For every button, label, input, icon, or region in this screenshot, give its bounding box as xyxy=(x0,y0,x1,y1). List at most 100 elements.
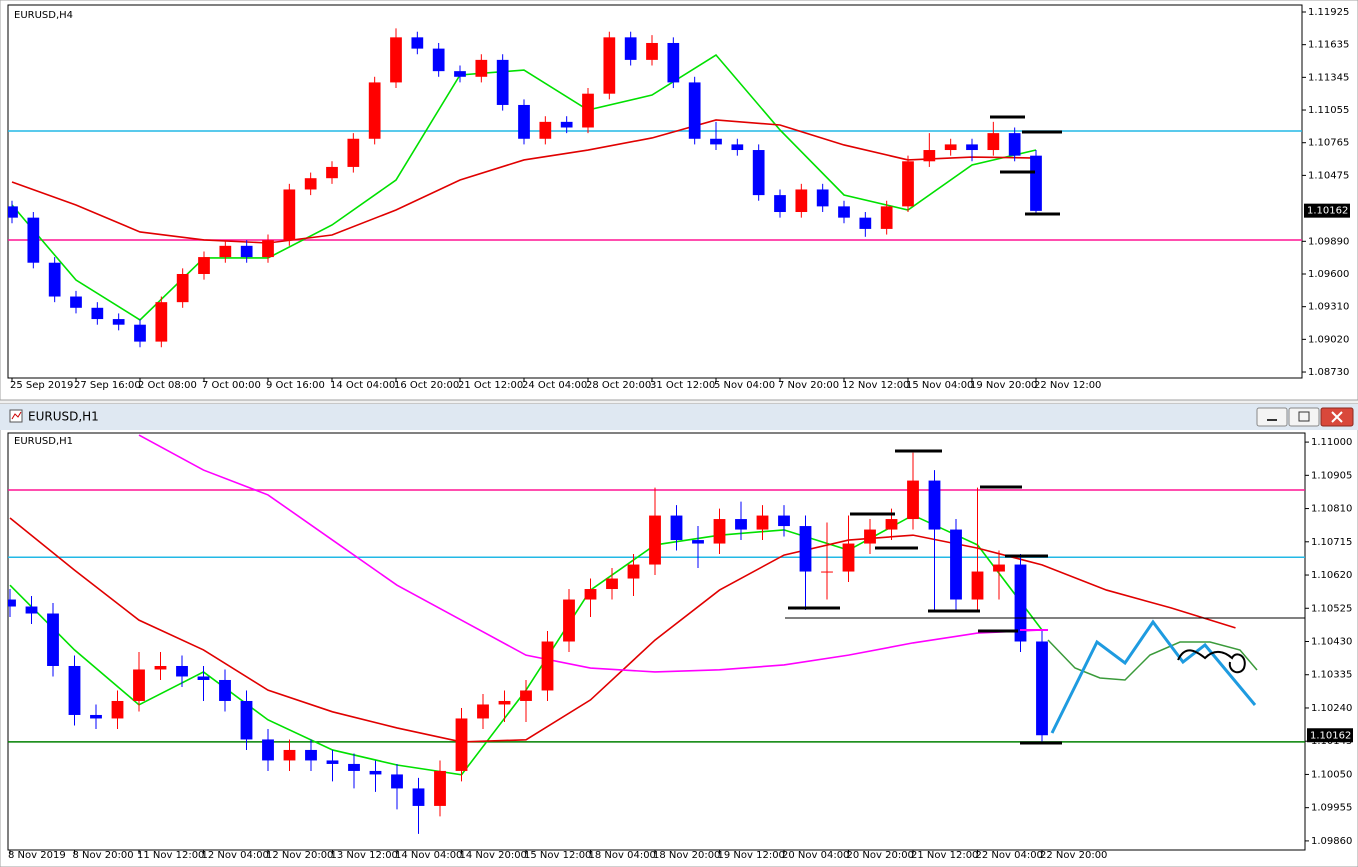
candle-body xyxy=(154,665,167,670)
candle-body xyxy=(47,613,59,666)
title-bar xyxy=(0,404,1358,430)
y-tick-label: 1.10905 xyxy=(1311,470,1352,481)
y-tick-label: 1.10620 xyxy=(1311,570,1352,581)
minimize-button[interactable] xyxy=(1256,407,1288,427)
maximize-icon xyxy=(1298,411,1310,422)
candle-body xyxy=(262,739,274,761)
x-tick-label: 20 Nov 20:00 xyxy=(847,850,914,861)
candle-body xyxy=(8,206,18,218)
candle-body xyxy=(541,641,554,691)
x-tick-label: 14 Nov 20:00 xyxy=(460,850,527,861)
price-box xyxy=(1304,203,1350,218)
top-plot xyxy=(7,4,1303,379)
candle-body xyxy=(713,519,726,544)
y-tick-label: 1.09020 xyxy=(1308,334,1349,345)
x-tick-label: 14 Oct 04:00 xyxy=(330,380,395,391)
candle-body xyxy=(667,42,680,83)
x-tick-label: 14 Nov 04:00 xyxy=(395,850,462,861)
y-tick-label: 1.10050 xyxy=(1311,769,1352,780)
y-tick-label: 1.10430 xyxy=(1311,637,1352,648)
y-tick-label: 1.09860 xyxy=(1311,836,1352,847)
candle-body xyxy=(197,676,210,680)
x-tick-label: 8 Nov 2019 xyxy=(8,850,66,861)
candle-body xyxy=(432,48,445,72)
y-tick-label: 1.11635 xyxy=(1308,40,1349,51)
y-tick-label: 1.09890 xyxy=(1308,236,1349,247)
x-tick-label: 19 Nov 20:00 xyxy=(970,380,1037,391)
candle-body xyxy=(902,161,914,207)
bottom-plot xyxy=(7,432,1306,851)
x-tick-label: 19 Nov 12:00 xyxy=(718,850,785,861)
y-tick-label: 1.11055 xyxy=(1308,105,1349,116)
candle-body xyxy=(412,788,425,806)
candle-body xyxy=(219,245,232,258)
candle-body xyxy=(133,669,145,701)
candle-body xyxy=(731,144,744,151)
x-tick-label: 18 Nov 20:00 xyxy=(653,850,720,861)
candle-body xyxy=(8,599,16,607)
x-tick-label: 9 Oct 16:00 xyxy=(266,380,325,391)
candle-body xyxy=(347,138,360,167)
candle-body xyxy=(756,515,769,530)
candle-body xyxy=(90,714,102,719)
candle-body xyxy=(944,144,957,151)
candle-body xyxy=(987,133,1000,151)
x-tick-label: 11 Nov 12:00 xyxy=(137,850,204,861)
candle-body xyxy=(880,206,893,229)
candle-body xyxy=(477,704,489,719)
price-label: 1.10162 xyxy=(1310,730,1351,741)
candle-body xyxy=(498,700,511,705)
candle-body xyxy=(539,121,552,139)
candle-body xyxy=(475,59,488,77)
candle-body xyxy=(563,599,575,642)
candle-body xyxy=(710,138,722,145)
x-tick-label: 22 Nov 20:00 xyxy=(1040,850,1107,861)
y-tick-label: 1.09310 xyxy=(1308,302,1349,313)
x-tick-label: 12 Nov 20:00 xyxy=(266,850,333,861)
x-tick-label: 13 Nov 12:00 xyxy=(331,850,398,861)
candle-body xyxy=(816,189,829,207)
window-icon xyxy=(9,409,23,423)
x-tick-label: 18 Nov 04:00 xyxy=(589,850,656,861)
candle-body xyxy=(838,206,850,218)
candle-body xyxy=(434,770,446,806)
candle-body xyxy=(1036,641,1048,736)
candle-body xyxy=(27,217,40,263)
candle-body xyxy=(91,307,104,320)
candle-body xyxy=(369,770,382,775)
candle-body xyxy=(624,37,637,60)
candle-body xyxy=(111,700,124,719)
candle-body xyxy=(752,150,765,196)
candle-body xyxy=(262,240,274,258)
window-icon-line xyxy=(11,411,22,420)
candle-body xyxy=(774,195,786,213)
forecast-zigzag xyxy=(1050,619,1257,734)
x-tick-label: 12 Nov 04:00 xyxy=(202,850,269,861)
x-tick-label: 5 Nov 04:00 xyxy=(714,380,775,391)
candle-body xyxy=(219,679,231,701)
candle-body xyxy=(692,540,704,544)
candle-body xyxy=(112,319,125,325)
moving-average xyxy=(11,119,1037,244)
candle-body xyxy=(68,665,81,715)
candle-body xyxy=(48,262,61,297)
y-tick-label: 1.09600 xyxy=(1308,269,1349,280)
y-tick-label: 1.11345 xyxy=(1308,72,1349,83)
candle-body xyxy=(134,324,146,342)
candle-body xyxy=(1008,133,1021,156)
candle-body xyxy=(603,37,616,94)
candle-body xyxy=(966,144,978,151)
candle-body xyxy=(928,480,941,530)
candle-body xyxy=(283,189,296,241)
candle-body xyxy=(240,700,253,740)
candle-body xyxy=(688,82,701,139)
close-icon xyxy=(1331,411,1343,423)
candle-body xyxy=(646,42,658,60)
candle-body xyxy=(778,515,790,527)
maximize-button[interactable] xyxy=(1288,407,1320,427)
candle-body xyxy=(176,665,188,677)
y-tick-label: 1.10715 xyxy=(1311,537,1352,548)
y-tick-label: 1.10240 xyxy=(1311,703,1352,714)
window-title: EURUSD,H1 xyxy=(28,410,99,424)
